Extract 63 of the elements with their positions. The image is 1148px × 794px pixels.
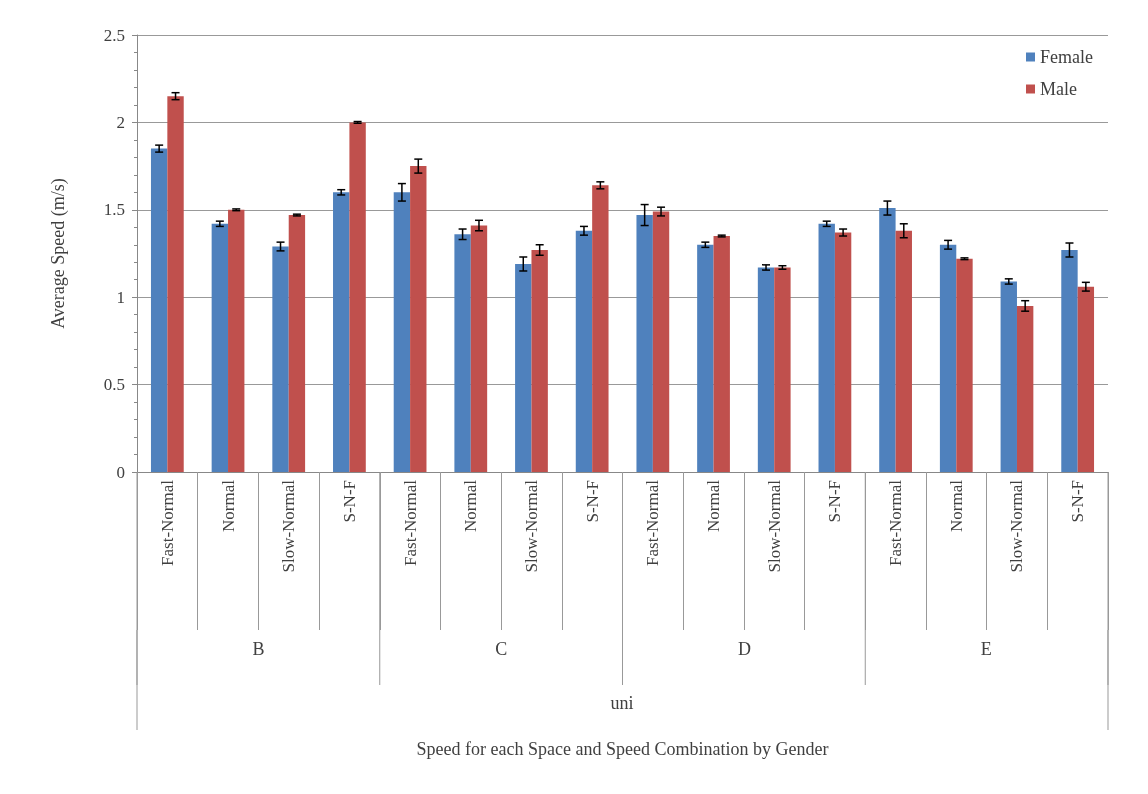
y-tick-label: 1.5 (103, 200, 125, 220)
x-tick-label: Fast-Normal (400, 479, 420, 566)
x-tick-label: Slow-Normal (279, 479, 299, 573)
x-tick-label: Normal (704, 479, 724, 532)
bar (228, 209, 245, 472)
bar (636, 215, 653, 472)
x-tick-label: Slow-Normal (521, 479, 541, 573)
text: B (252, 639, 265, 659)
bar (515, 263, 532, 472)
bar (1000, 281, 1017, 472)
x-tick-label: S-N-F (825, 480, 845, 523)
y-tick-label: 0.5 (103, 375, 125, 395)
bar (150, 148, 168, 472)
bar (454, 234, 471, 472)
x-tick-label: Fast-Normal (886, 479, 906, 566)
bar (531, 250, 548, 472)
bar (774, 267, 791, 472)
bar (939, 244, 957, 472)
x-tick-label: S-N-F (582, 480, 602, 523)
x-tick-label: S-N-F (1068, 480, 1088, 523)
bar (834, 232, 852, 472)
y-tick-label: 2 (116, 112, 125, 132)
bar (879, 208, 896, 472)
bar (697, 244, 714, 472)
bar (470, 225, 488, 472)
bar (211, 223, 229, 472)
text: Speed for each Space and Speed Combination by Gender (416, 739, 829, 759)
bar (818, 223, 835, 472)
text: E (980, 639, 992, 659)
x-tick-label: Fast-Normal (157, 479, 177, 566)
legend-label: Female (1040, 47, 1094, 67)
bar (333, 192, 350, 472)
bar (592, 185, 609, 472)
bar (272, 246, 289, 472)
bar (757, 267, 775, 472)
y-tick-label: 0 (116, 462, 125, 482)
bar (1061, 250, 1078, 472)
x-tick-label: S-N-F (339, 480, 359, 523)
bar (956, 258, 973, 472)
bar (652, 211, 670, 472)
bar (713, 236, 730, 472)
y-tick-label: 2.5 (103, 25, 125, 45)
x-tick-label: Slow-Normal (764, 479, 784, 573)
bar (575, 230, 593, 472)
bar (393, 192, 411, 472)
text: C (495, 639, 508, 659)
legend-label: Male (1040, 79, 1078, 99)
bar (895, 230, 912, 472)
text: uni (610, 693, 634, 713)
bar (288, 215, 306, 472)
bar (167, 96, 184, 472)
x-tick-label: Normal (461, 479, 481, 532)
bar (1077, 286, 1095, 472)
x-tick-label: Fast-Normal (643, 479, 663, 566)
bar (349, 122, 366, 472)
text: D (737, 639, 751, 659)
bar (1016, 305, 1034, 472)
y-axis-title: Average Speed (m/s) (48, 178, 69, 329)
bar (410, 166, 427, 472)
x-tick-label: Normal (946, 479, 966, 532)
x-tick-label: Slow-Normal (1007, 479, 1027, 573)
y-tick-label: 1 (116, 287, 125, 307)
x-tick-label: Normal (218, 479, 238, 532)
